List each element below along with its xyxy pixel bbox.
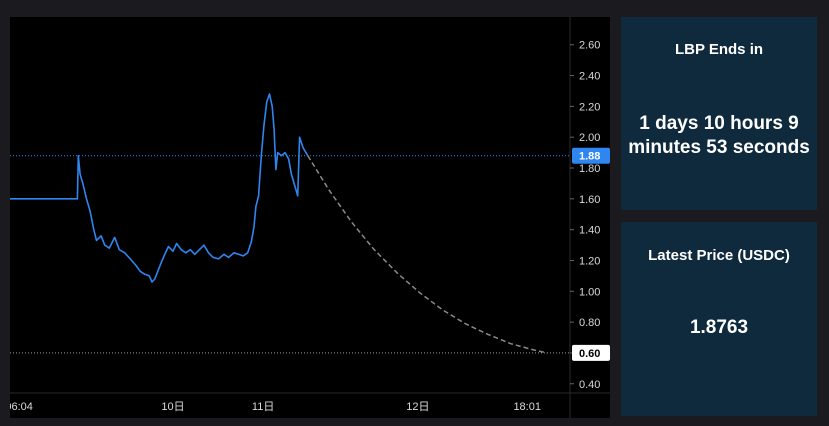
lbp-ends-label: LBP Ends in: [674, 41, 764, 58]
y-tick-label: 1.00: [579, 286, 600, 298]
y-tick-label: 1.80: [579, 163, 600, 175]
floor-price-badge: [572, 344, 610, 361]
x-tick-label: 18:01: [513, 401, 541, 413]
x-tick-label: 12日: [406, 401, 429, 413]
y-tick-label: 2.40: [579, 71, 600, 83]
lbp-countdown-card: LBP Ends in 1 days 10 hours 9 minutes 53…: [621, 17, 817, 210]
price-chart-svg[interactable]: 0.40 0.60 0.80 1.00 1.20 1.40 1.60 1.80 2.00 2.20…: [10, 17, 610, 418]
x-tick-label: 11日: [252, 401, 274, 413]
floor-price-badge-label: 0.60: [579, 348, 600, 360]
y-tick-label: 1.40: [579, 225, 600, 237]
latest-price-label: Latest Price (USDC): [648, 247, 790, 264]
x-tick-label: 10日: [161, 401, 184, 413]
latest-price-value: 1.8763: [689, 317, 749, 338]
y-tick-label: 0.80: [579, 317, 600, 329]
current-price-badge-label: 1.88: [579, 151, 600, 163]
y-tick-label: 1.20: [579, 255, 600, 267]
y-tick-label: 2.60: [579, 40, 600, 52]
price-line[interactable]: [10, 93, 309, 283]
price-chart[interactable]: 0.40 0.60 0.80 1.00 1.20 1.40 1.60 1.80 2.00 2.20…: [10, 17, 610, 418]
projection-line[interactable]: [307, 155, 548, 354]
y-tick-label: 0.40: [579, 379, 600, 391]
y-tick-label: 1.60: [579, 194, 600, 206]
y-tick-label: 2.20: [579, 101, 600, 113]
lbp-countdown-value: 1 days 10 hours 9 minutes 53 seconds: [628, 113, 810, 158]
current-price-badge: [572, 147, 610, 164]
y-tick-label: 2.00: [579, 132, 600, 144]
latest-price-card: Latest Price (USDC) 1.8763: [621, 222, 817, 416]
x-tick-label: 06:04: [10, 401, 33, 413]
